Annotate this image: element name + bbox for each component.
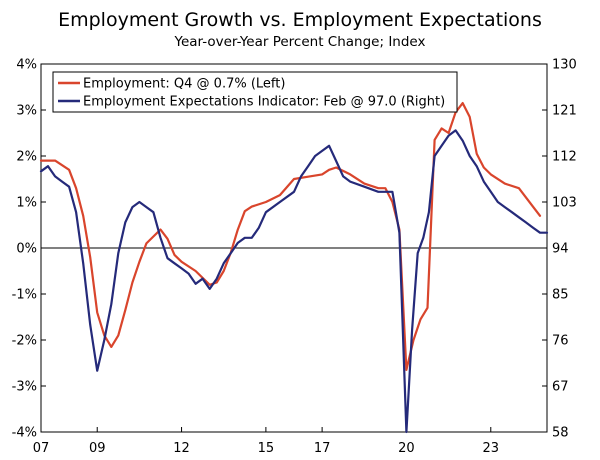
right-tick-label: 76	[552, 334, 569, 349]
legend-label-employment: Employment: Q4 @ 0.7% (Left)	[83, 77, 285, 92]
left-tick-label: -3%	[12, 380, 37, 395]
right-axis: 58 67 76 85 94 103 112 121 130	[542, 58, 577, 441]
right-tick-label: 130	[552, 58, 577, 73]
left-tick-label: 2%	[16, 150, 37, 165]
x-tick-label: 07	[33, 441, 50, 456]
right-tick-label: 121	[552, 104, 577, 119]
left-tick-label: 4%	[16, 58, 37, 73]
series-line-expectations	[39, 129, 549, 434]
chart-title: Employment Growth vs. Employment Expecta…	[58, 9, 542, 31]
x-tick-label: 12	[173, 441, 190, 456]
right-tick-label: 58	[552, 426, 569, 441]
left-tick-label: -1%	[12, 288, 37, 303]
legend: Employment: Q4 @ 0.7% (Left) Employment …	[52, 71, 458, 113]
left-tick-label: 3%	[16, 104, 37, 119]
x-tick-label: 23	[483, 441, 500, 456]
x-tick-label: 09	[89, 441, 106, 456]
left-tick-label: 1%	[16, 196, 37, 211]
x-axis: 07 09 12 15 17 20 23	[33, 427, 499, 456]
series-line-employment	[39, 101, 542, 371]
x-tick-label: 15	[258, 441, 275, 456]
right-tick-label: 94	[552, 242, 569, 257]
right-tick-label: 67	[552, 380, 569, 395]
legend-label-expectations: Employment Expectations Indicator: Feb @…	[83, 95, 445, 110]
left-tick-label: -2%	[12, 334, 37, 349]
x-tick-label: 17	[314, 441, 331, 456]
series-layer	[39, 101, 549, 434]
left-tick-label: -4%	[12, 426, 37, 441]
left-tick-label: 0%	[16, 242, 37, 257]
chart-subtitle: Year-over-Year Percent Change; Index	[173, 34, 425, 50]
right-tick-label: 103	[552, 196, 577, 211]
legend-box	[52, 71, 458, 113]
x-tick-label: 20	[398, 441, 415, 456]
right-tick-label: 112	[552, 150, 577, 165]
left-axis: -4% -3% -2% -1% 0% 1% 2% 3% 4%	[12, 58, 46, 441]
right-tick-label: 85	[552, 288, 569, 303]
